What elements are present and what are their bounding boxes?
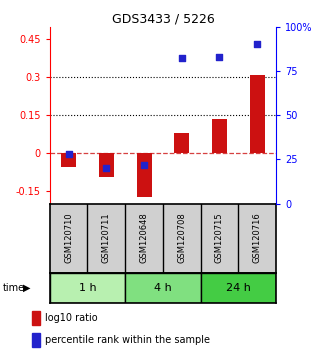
Text: GSM120710: GSM120710 (64, 213, 73, 263)
Text: time: time (3, 282, 25, 293)
Bar (32, 312, 40, 325)
Text: GSM120716: GSM120716 (253, 213, 262, 263)
Bar (174, 133, 189, 153)
Bar (99, 153, 114, 177)
Text: GSM120715: GSM120715 (215, 213, 224, 263)
Bar (201, 273, 276, 303)
Point (142, 162, 147, 167)
Title: GDS3433 / 5226: GDS3433 / 5226 (111, 12, 214, 25)
Text: GSM120708: GSM120708 (177, 213, 186, 263)
Bar (32, 333, 40, 347)
Text: 1 h: 1 h (79, 282, 96, 293)
Bar (212, 119, 227, 153)
Text: 4 h: 4 h (154, 282, 172, 293)
Point (104, 165, 109, 171)
Text: 24 h: 24 h (226, 282, 251, 293)
Text: ▶: ▶ (23, 282, 30, 293)
Bar (250, 75, 265, 153)
Text: percentile rank within the sample: percentile rank within the sample (45, 335, 210, 346)
Point (255, 41, 260, 47)
Point (179, 56, 184, 61)
Bar (61, 153, 76, 167)
Point (66, 151, 71, 157)
Point (217, 54, 222, 59)
Text: log10 ratio: log10 ratio (45, 313, 98, 323)
Text: GSM120648: GSM120648 (140, 213, 149, 263)
Bar (125, 273, 201, 303)
Bar (136, 153, 152, 197)
Bar (50, 273, 125, 303)
Text: GSM120711: GSM120711 (102, 213, 111, 263)
